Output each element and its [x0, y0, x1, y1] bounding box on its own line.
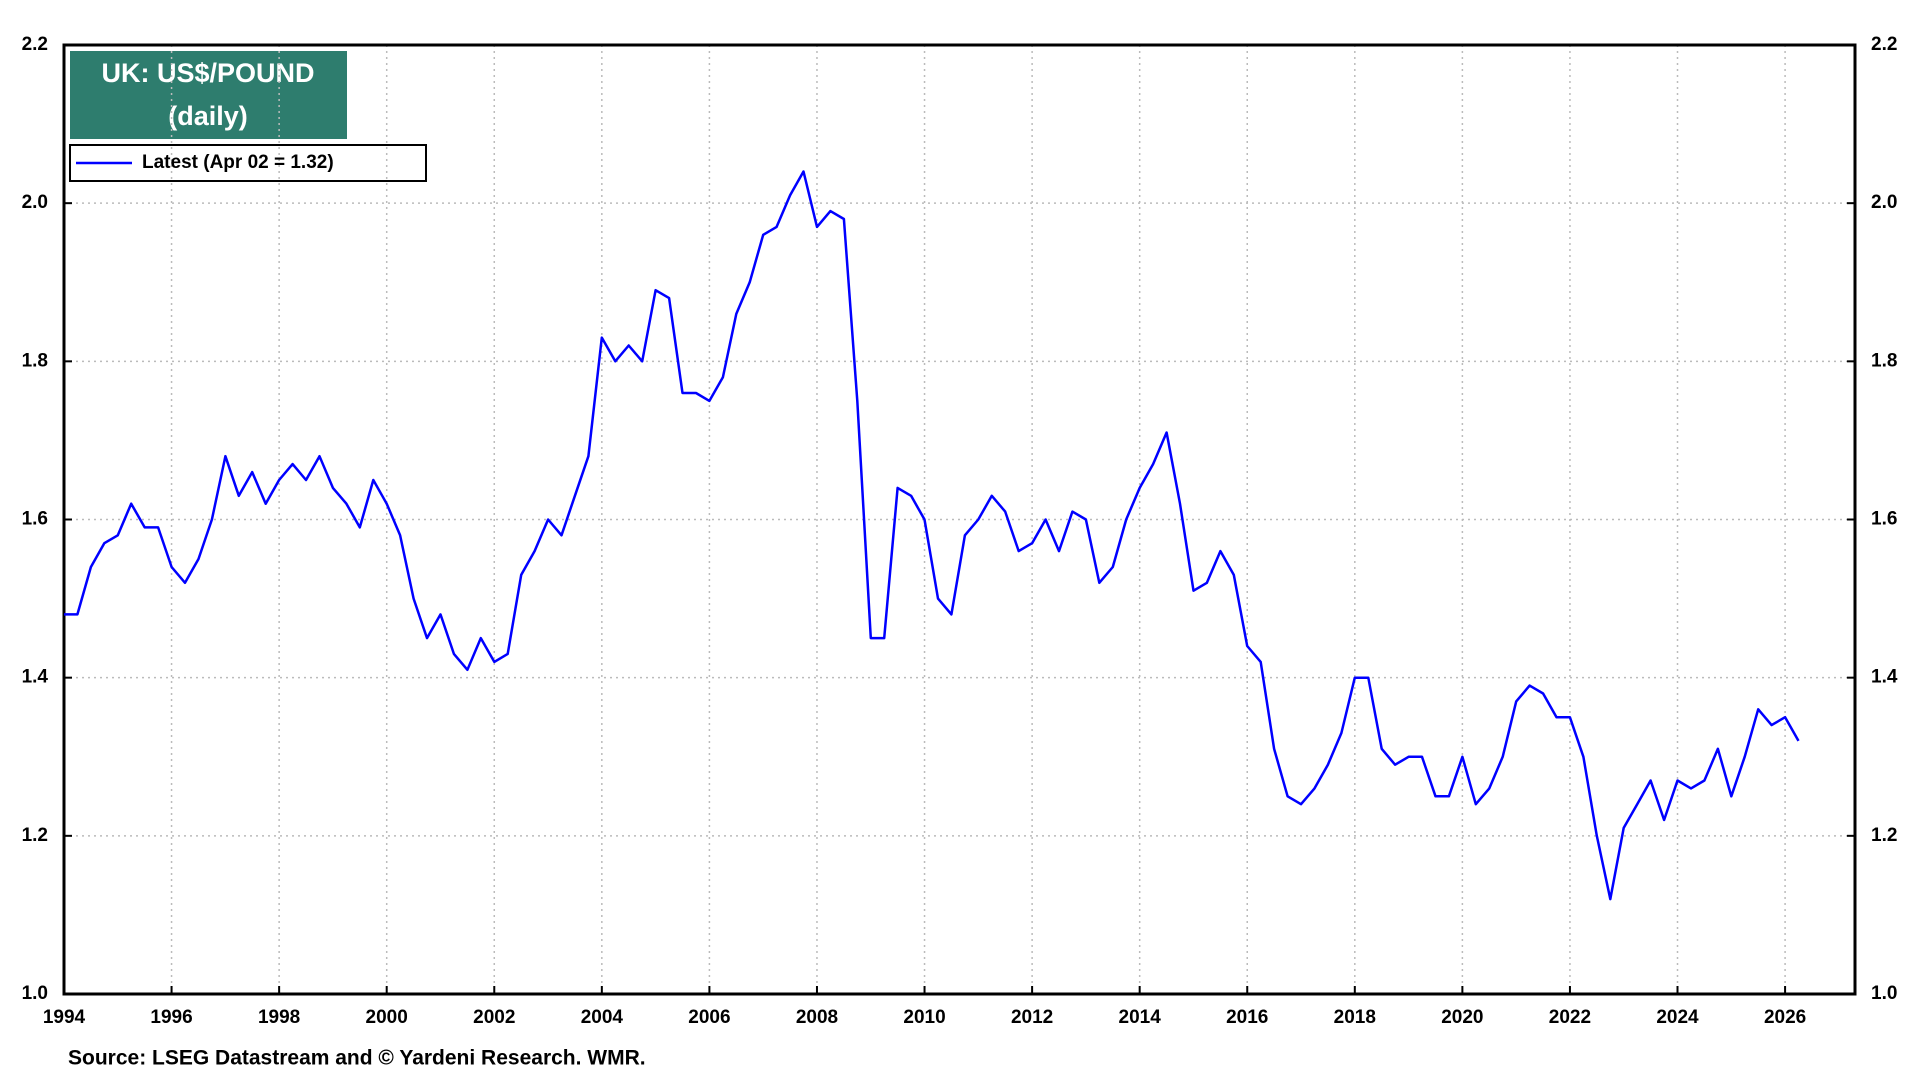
x-tick-label: 2014: [1119, 1007, 1162, 1028]
y2-tick-label: 1.8: [1871, 350, 1897, 371]
title-box: [70, 51, 347, 139]
x-tick-label: 2022: [1549, 1007, 1591, 1028]
y-tick-label: 1.2: [22, 825, 48, 846]
x-tick-label: 2012: [1011, 1007, 1053, 1028]
x-tick-label: 1996: [150, 1007, 192, 1028]
x-tick-label: 2016: [1226, 1007, 1268, 1028]
y2-tick-label: 1.0: [1871, 983, 1897, 1004]
y2-tick-label: 1.2: [1871, 825, 1897, 846]
x-tick-label: 2024: [1656, 1007, 1699, 1028]
y-tick-label: 1.0: [22, 983, 48, 1004]
y-tick-label: 2.2: [22, 34, 48, 55]
legend-label: Latest (Apr 02 = 1.32): [142, 152, 334, 173]
plot-frame: [62, 43, 1857, 996]
x-tick-label: 2018: [1334, 1007, 1376, 1028]
y-tick-label: 1.8: [22, 350, 48, 371]
y2-tick-label: 2.2: [1871, 34, 1897, 55]
x-tick-label: 2010: [903, 1007, 945, 1028]
y-tick-label: 1.4: [22, 667, 49, 688]
x-tick-label: 1998: [258, 1007, 300, 1028]
x-tick-label: 2026: [1764, 1007, 1806, 1028]
chart-subtitle: (daily): [168, 101, 248, 131]
source-note: Source: LSEG Datastream and © Yardeni Re…: [68, 1047, 646, 1070]
y2-tick-label: 1.6: [1871, 509, 1897, 530]
y-tick-label: 1.6: [22, 509, 48, 530]
x-tick-label: 2020: [1441, 1007, 1483, 1028]
chart-title: UK: US$/POUND: [101, 58, 314, 88]
x-tick-label: 2000: [366, 1007, 408, 1028]
y-tick-label: 2.0: [22, 192, 48, 213]
data-line: [64, 170, 1800, 901]
x-tick-label: 2008: [796, 1007, 838, 1028]
x-tick-label: 2002: [473, 1007, 515, 1028]
x-tick-label: 2004: [581, 1007, 624, 1028]
y2-tick-label: 1.4: [1871, 667, 1898, 688]
x-tick-label: 1994: [43, 1007, 86, 1028]
y2-tick-label: 2.0: [1871, 192, 1897, 213]
x-tick-label: 2006: [688, 1007, 730, 1028]
